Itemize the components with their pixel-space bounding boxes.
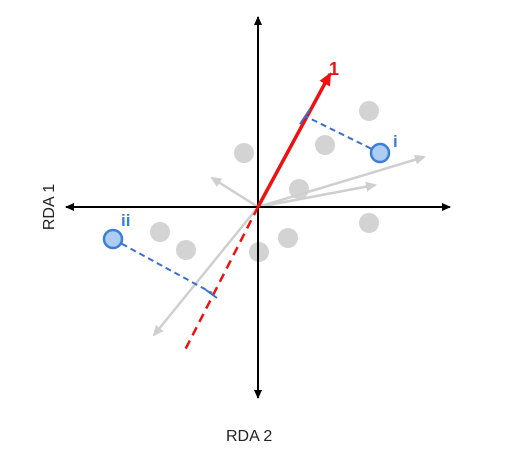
point-ii — [102, 228, 124, 250]
grey-arrow — [152, 206, 259, 337]
grey-point — [234, 143, 254, 163]
grey-arrow — [257, 154, 426, 209]
vector-1-label: 1 — [329, 59, 339, 79]
grey-point — [278, 228, 298, 248]
grey-point — [315, 135, 335, 155]
point-i — [369, 142, 391, 164]
grey-point — [150, 222, 170, 242]
horizontal-axis-label: RDA 2 — [226, 428, 273, 445]
projection-ii — [112, 238, 213, 294]
grey-arrow — [210, 176, 259, 209]
grey-arrows — [152, 154, 426, 337]
projection-i — [304, 115, 381, 154]
grey-point — [359, 213, 379, 233]
projection-ticks — [205, 108, 311, 299]
vector-1-extension — [182, 206, 260, 353]
point-i-label: i — [393, 132, 398, 151]
vector-1-arrow — [256, 72, 332, 208]
grey-point — [359, 101, 379, 121]
point-ii-label: ii — [121, 211, 130, 230]
projection-tick — [299, 108, 311, 125]
axes — [65, 16, 451, 399]
projections — [112, 115, 381, 294]
projection-tick — [205, 289, 218, 299]
grey-arrow — [257, 181, 377, 209]
grey-point — [176, 240, 196, 260]
vertical-axis-label: RDA 1 — [41, 183, 58, 231]
